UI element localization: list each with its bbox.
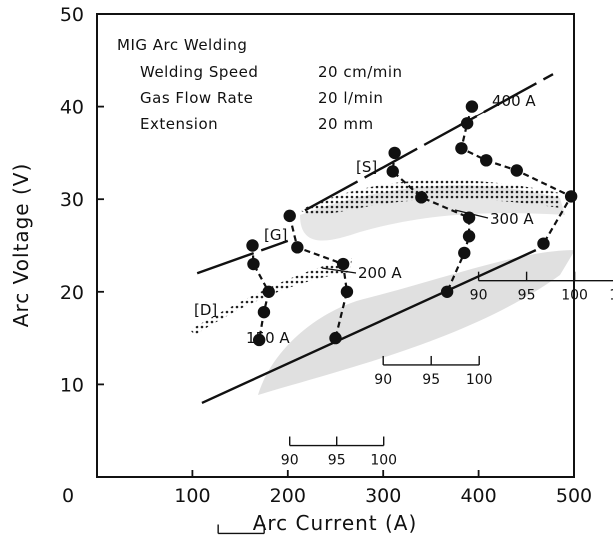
data-point bbox=[440, 285, 454, 298]
region-label-g: [G] bbox=[264, 226, 287, 244]
boundary-line-1 bbox=[196, 239, 289, 275]
data-point bbox=[388, 146, 401, 160]
y-tick-label: 20 bbox=[60, 282, 84, 304]
db-scale-label: 95 bbox=[328, 453, 346, 469]
info-title: MIG Arc Welding bbox=[117, 36, 247, 54]
data-point bbox=[386, 165, 399, 178]
data-point bbox=[257, 305, 271, 319]
data-point bbox=[510, 164, 523, 177]
data-point bbox=[262, 285, 275, 298]
sound-level-scales: 9095100105909510090951009095(dB) bbox=[217, 271, 613, 535]
data-point bbox=[283, 209, 296, 223]
db-scale-label: 100 bbox=[466, 372, 493, 388]
region-label-s: [S] bbox=[356, 158, 377, 176]
y-tick-label: 50 bbox=[60, 4, 84, 26]
db-scale-label: 100 bbox=[561, 288, 588, 304]
info-label-gas: Gas Flow Rate bbox=[140, 89, 253, 107]
data-point bbox=[458, 246, 471, 260]
info-value-speed: 20 cm/min bbox=[318, 63, 403, 81]
boundary-line-3 bbox=[201, 249, 537, 405]
ticks: 0 100 200 300 400 500 10 20 30 40 50 bbox=[60, 4, 592, 507]
data-point bbox=[465, 100, 479, 113]
series-label-150a: 150 A bbox=[246, 329, 290, 347]
region-label-d: [D] bbox=[194, 301, 217, 319]
series-line-300a bbox=[391, 152, 471, 293]
db-scale-label: 95 bbox=[518, 288, 536, 304]
data-point bbox=[291, 241, 304, 254]
info-label-speed: Welding Speed bbox=[140, 63, 258, 81]
data-point bbox=[455, 142, 468, 155]
data-point bbox=[340, 285, 354, 298]
data-point bbox=[564, 190, 578, 203]
x-tick-label: 200 bbox=[270, 485, 306, 507]
x-tick-label: 300 bbox=[365, 485, 401, 507]
series-label-400a: 400 A bbox=[492, 92, 536, 110]
x-tick-label: 400 bbox=[460, 485, 496, 507]
db-scale-label: 105 bbox=[609, 288, 613, 304]
y-tick-label: 30 bbox=[60, 189, 84, 211]
info-value-extension: 20 mm bbox=[318, 115, 374, 133]
region-labels: [S] [G] [D] bbox=[194, 158, 377, 319]
shaded-zone-lower bbox=[258, 250, 575, 395]
data-point bbox=[537, 237, 550, 250]
y-tick-label: 40 bbox=[60, 97, 84, 119]
db-scale-label: 100 bbox=[370, 453, 397, 469]
x-tick-label: 500 bbox=[556, 485, 592, 507]
data-point bbox=[247, 257, 260, 271]
db-scale-label: 90 bbox=[281, 453, 299, 469]
data-point bbox=[460, 117, 474, 130]
data-point bbox=[480, 154, 493, 167]
boundary-line-2 bbox=[304, 73, 554, 212]
x-axis-title: Arc Current (A) bbox=[253, 511, 418, 535]
axes bbox=[96, 13, 575, 478]
data-point bbox=[252, 333, 266, 347]
shaded-zones bbox=[190, 179, 575, 395]
plot-frame bbox=[96, 13, 575, 478]
series-label-300a: 300 A bbox=[490, 210, 534, 228]
data-point bbox=[462, 230, 476, 243]
x-tick-label: 100 bbox=[174, 485, 210, 507]
y-tick-label: 10 bbox=[60, 374, 84, 396]
series-label-200a: 200 A bbox=[358, 264, 402, 282]
db-scale-label: 90 bbox=[374, 372, 392, 388]
callout-200a bbox=[321, 267, 357, 274]
data-point bbox=[246, 239, 259, 252]
db-scale-label: 95 bbox=[422, 372, 440, 388]
db-scale-label: 90 bbox=[470, 288, 488, 304]
data-point bbox=[336, 257, 350, 271]
info-value-gas: 20 l/min bbox=[318, 89, 383, 107]
callout-400a bbox=[458, 109, 489, 126]
callout-300a bbox=[454, 209, 489, 219]
info-label-extension: Extension bbox=[140, 115, 218, 133]
x-tick-label: 0 bbox=[62, 485, 74, 507]
data-point bbox=[329, 331, 342, 345]
current-labels: 400 A 300 A 200 A 150 A bbox=[246, 92, 536, 347]
series-group bbox=[246, 100, 578, 347]
boundary-lines bbox=[196, 73, 554, 405]
data-point bbox=[415, 191, 428, 204]
dotted-zone-upper bbox=[300, 179, 560, 215]
y-axis-title: Arc Voltage (V) bbox=[9, 163, 33, 327]
dotted-zone-lower bbox=[190, 258, 352, 335]
info-box: MIG Arc Welding Welding Speed 20 cm/min … bbox=[117, 36, 403, 133]
